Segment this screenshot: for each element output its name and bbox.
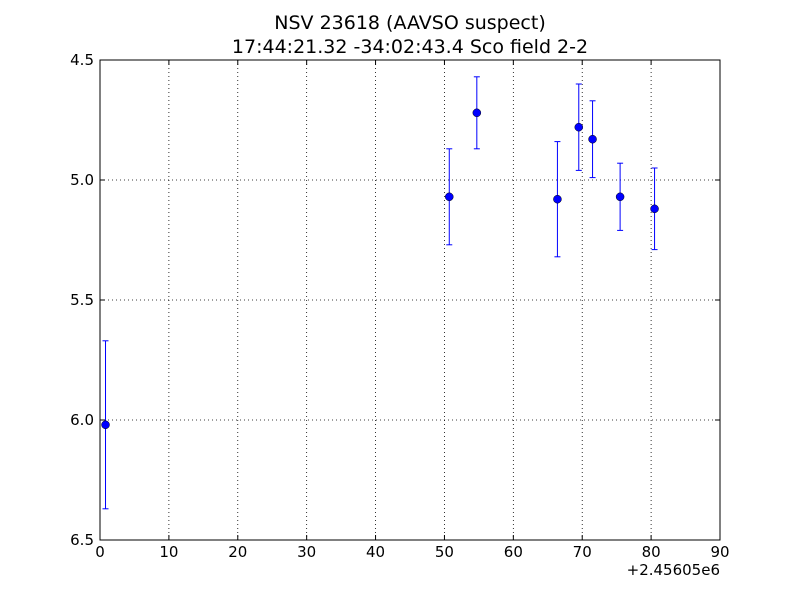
x-tick-label: 90 [710,543,729,561]
chart-title: NSV 23618 (AAVSO suspect) [274,12,545,34]
x-tick-label: 20 [228,543,247,561]
data-point [101,420,110,430]
x-tick-label: 70 [573,543,592,561]
data-points [101,76,659,510]
y-tick-label: 5.5 [70,291,94,309]
data-point-group [588,100,597,179]
data-point-group [101,340,110,510]
data-point-group [472,76,482,150]
data-point [650,204,659,214]
data-point-group [553,141,562,258]
data-point [588,134,597,144]
plot-frame [99,59,721,541]
data-point [445,192,454,202]
data-point [553,194,562,204]
x-tick-label: 60 [504,543,523,561]
tick-labels: 0 10 20 30 40 50 60 70 80 90 4.5 5.0 5.5 6.0 6.5 [70,51,729,561]
chart-subtitle: 17:44:21.32 -34:02:43.4 Sco field 2-2 [232,36,588,58]
x-tick-label: 40 [366,543,385,561]
grid-lines [100,60,720,540]
x-tick-label: 10 [159,543,178,561]
data-point [574,122,584,132]
data-point [472,108,482,118]
x-tick-label: 30 [297,543,316,561]
data-point [615,192,625,202]
x-axis-offset-label: +2.45605e6 [627,561,720,579]
y-tick-label: 6.0 [70,411,94,429]
data-point-group [650,167,659,251]
data-point-group [445,148,454,246]
y-tick-label: 5.0 [70,171,94,189]
x-tick-label: 80 [642,543,661,561]
x-tick-label: 0 [95,543,105,561]
y-tick-label: 4.5 [70,51,94,69]
data-point-group [574,83,584,171]
y-tick-label: 6.5 [70,531,94,549]
data-point-group [615,162,625,231]
x-tick-label: 50 [435,543,454,561]
